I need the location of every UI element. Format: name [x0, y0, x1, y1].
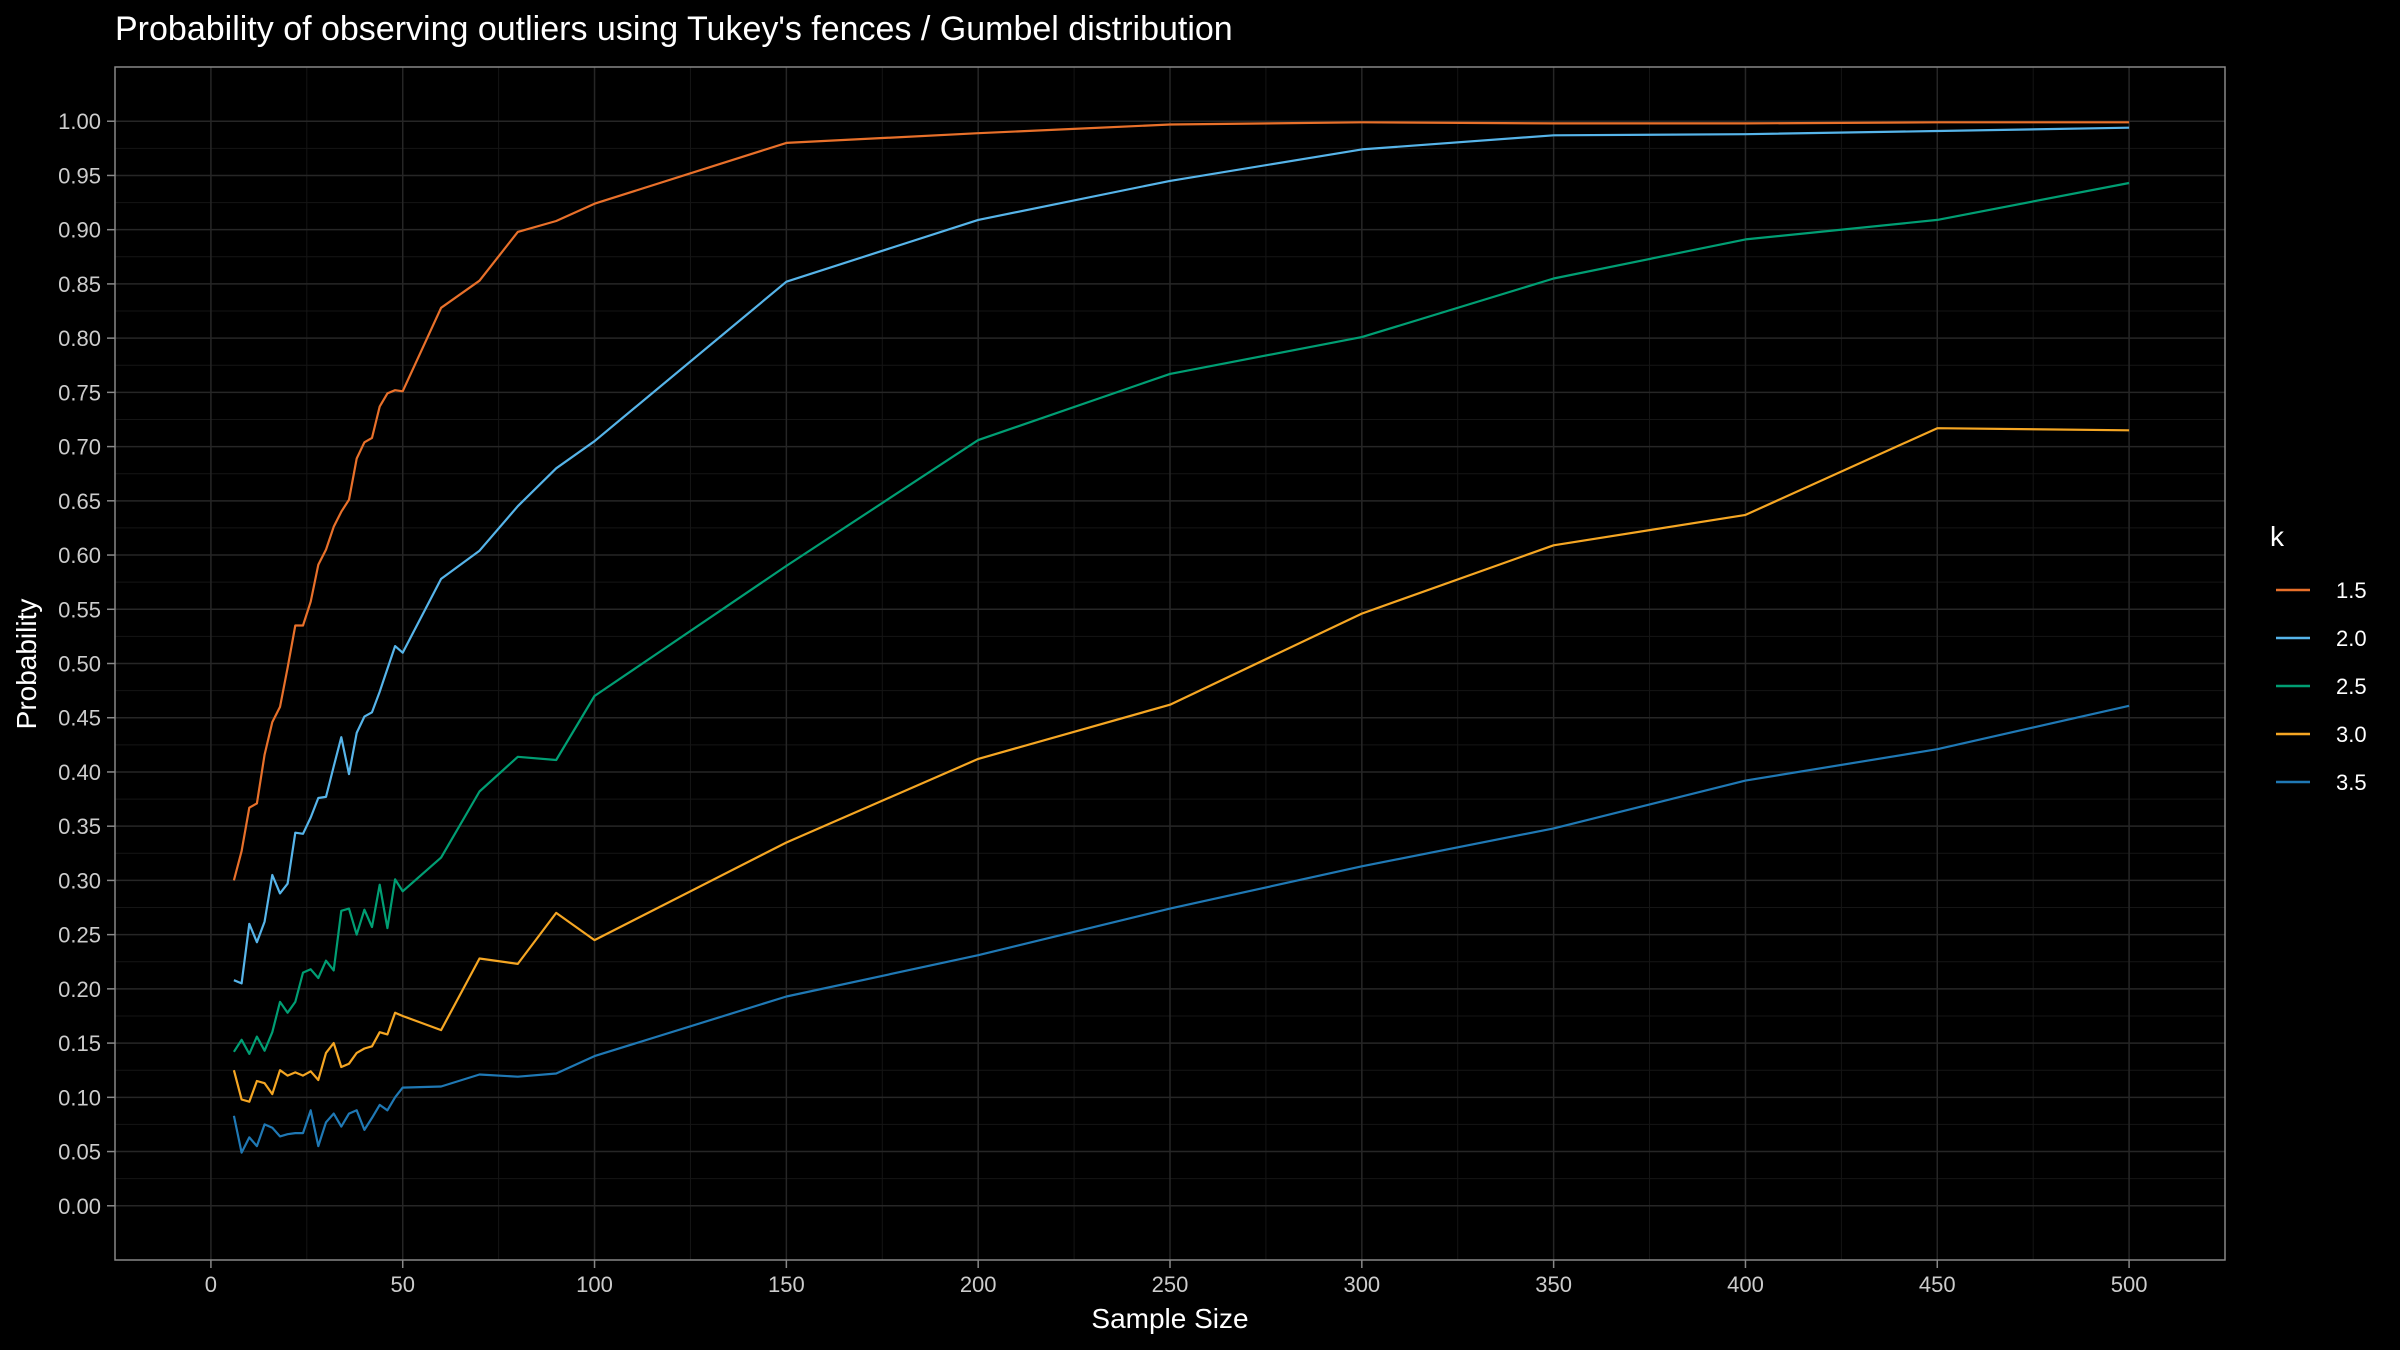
series-lines	[232, 121, 2130, 1154]
y-tick-label: 0.35	[58, 814, 101, 839]
y-tick-label: 0.00	[58, 1194, 101, 1219]
x-tick-label: 200	[960, 1272, 997, 1297]
series-line-k-2.5	[232, 181, 2130, 1056]
y-axis-title: Probability	[11, 599, 42, 730]
y-tick-label: 0.85	[58, 272, 101, 297]
legend-label-k-3.5: 3.5	[2336, 770, 2367, 795]
y-tick-label: 0.95	[58, 163, 101, 188]
y-tick-label: 0.05	[58, 1140, 101, 1165]
y-tick-label: 0.40	[58, 760, 101, 785]
x-tick-label: 300	[1343, 1272, 1380, 1297]
legend-label-k-3.0: 3.0	[2336, 722, 2367, 747]
x-tick-label: 400	[1727, 1272, 1764, 1297]
y-tick-label: 0.20	[58, 977, 101, 1002]
x-tick-label: 500	[2111, 1272, 2148, 1297]
y-tick-label: 0.55	[58, 597, 101, 622]
y-tick-label: 0.65	[58, 489, 101, 514]
legend-label-k-2.0: 2.0	[2336, 626, 2367, 651]
x-tick-label: 250	[1152, 1272, 1189, 1297]
y-tick-label: 0.45	[58, 706, 101, 731]
x-tick-label: 100	[576, 1272, 613, 1297]
y-tick-label: 0.30	[58, 868, 101, 893]
x-tick-label: 450	[1919, 1272, 1956, 1297]
y-tick-label: 0.15	[58, 1031, 101, 1056]
y-tick-label: 0.70	[58, 435, 101, 460]
legend-label-k-2.5: 2.5	[2336, 674, 2367, 699]
legend: k 1.5 2.0 2.5 3.0 3.5	[2270, 521, 2367, 795]
series-line-k-3.5	[232, 704, 2130, 1154]
y-tick-label: 0.75	[58, 380, 101, 405]
y-tick-label: 0.60	[58, 543, 101, 568]
y-tick-label: 0.50	[58, 652, 101, 677]
y-tick-label: 1.00	[58, 109, 101, 134]
legend-title: k	[2270, 521, 2285, 552]
x-tick-label: 150	[768, 1272, 805, 1297]
y-tick-label: 0.90	[58, 218, 101, 243]
x-tick-label: 0	[205, 1272, 217, 1297]
series-line-k-3.0	[232, 427, 2130, 1103]
legend-label-k-1.5: 1.5	[2336, 578, 2367, 603]
x-axis-title: Sample Size	[1091, 1303, 1248, 1334]
chart-title: Probability of observing outliers using …	[115, 10, 1233, 48]
axis-ticks: 0 50 100 150 200 250 300 350 400 450 500 0.00 0.05 0.…	[58, 109, 2147, 1297]
series-line-k-1.5	[232, 121, 2130, 881]
x-tick-label: 50	[390, 1272, 414, 1297]
y-tick-label: 0.25	[58, 923, 101, 948]
x-tick-label: 350	[1535, 1272, 1572, 1297]
y-tick-label: 0.10	[58, 1085, 101, 1110]
series-line-k-2.0	[233, 126, 2130, 985]
y-tick-label: 0.80	[58, 326, 101, 351]
grid-lines	[115, 67, 2225, 1260]
